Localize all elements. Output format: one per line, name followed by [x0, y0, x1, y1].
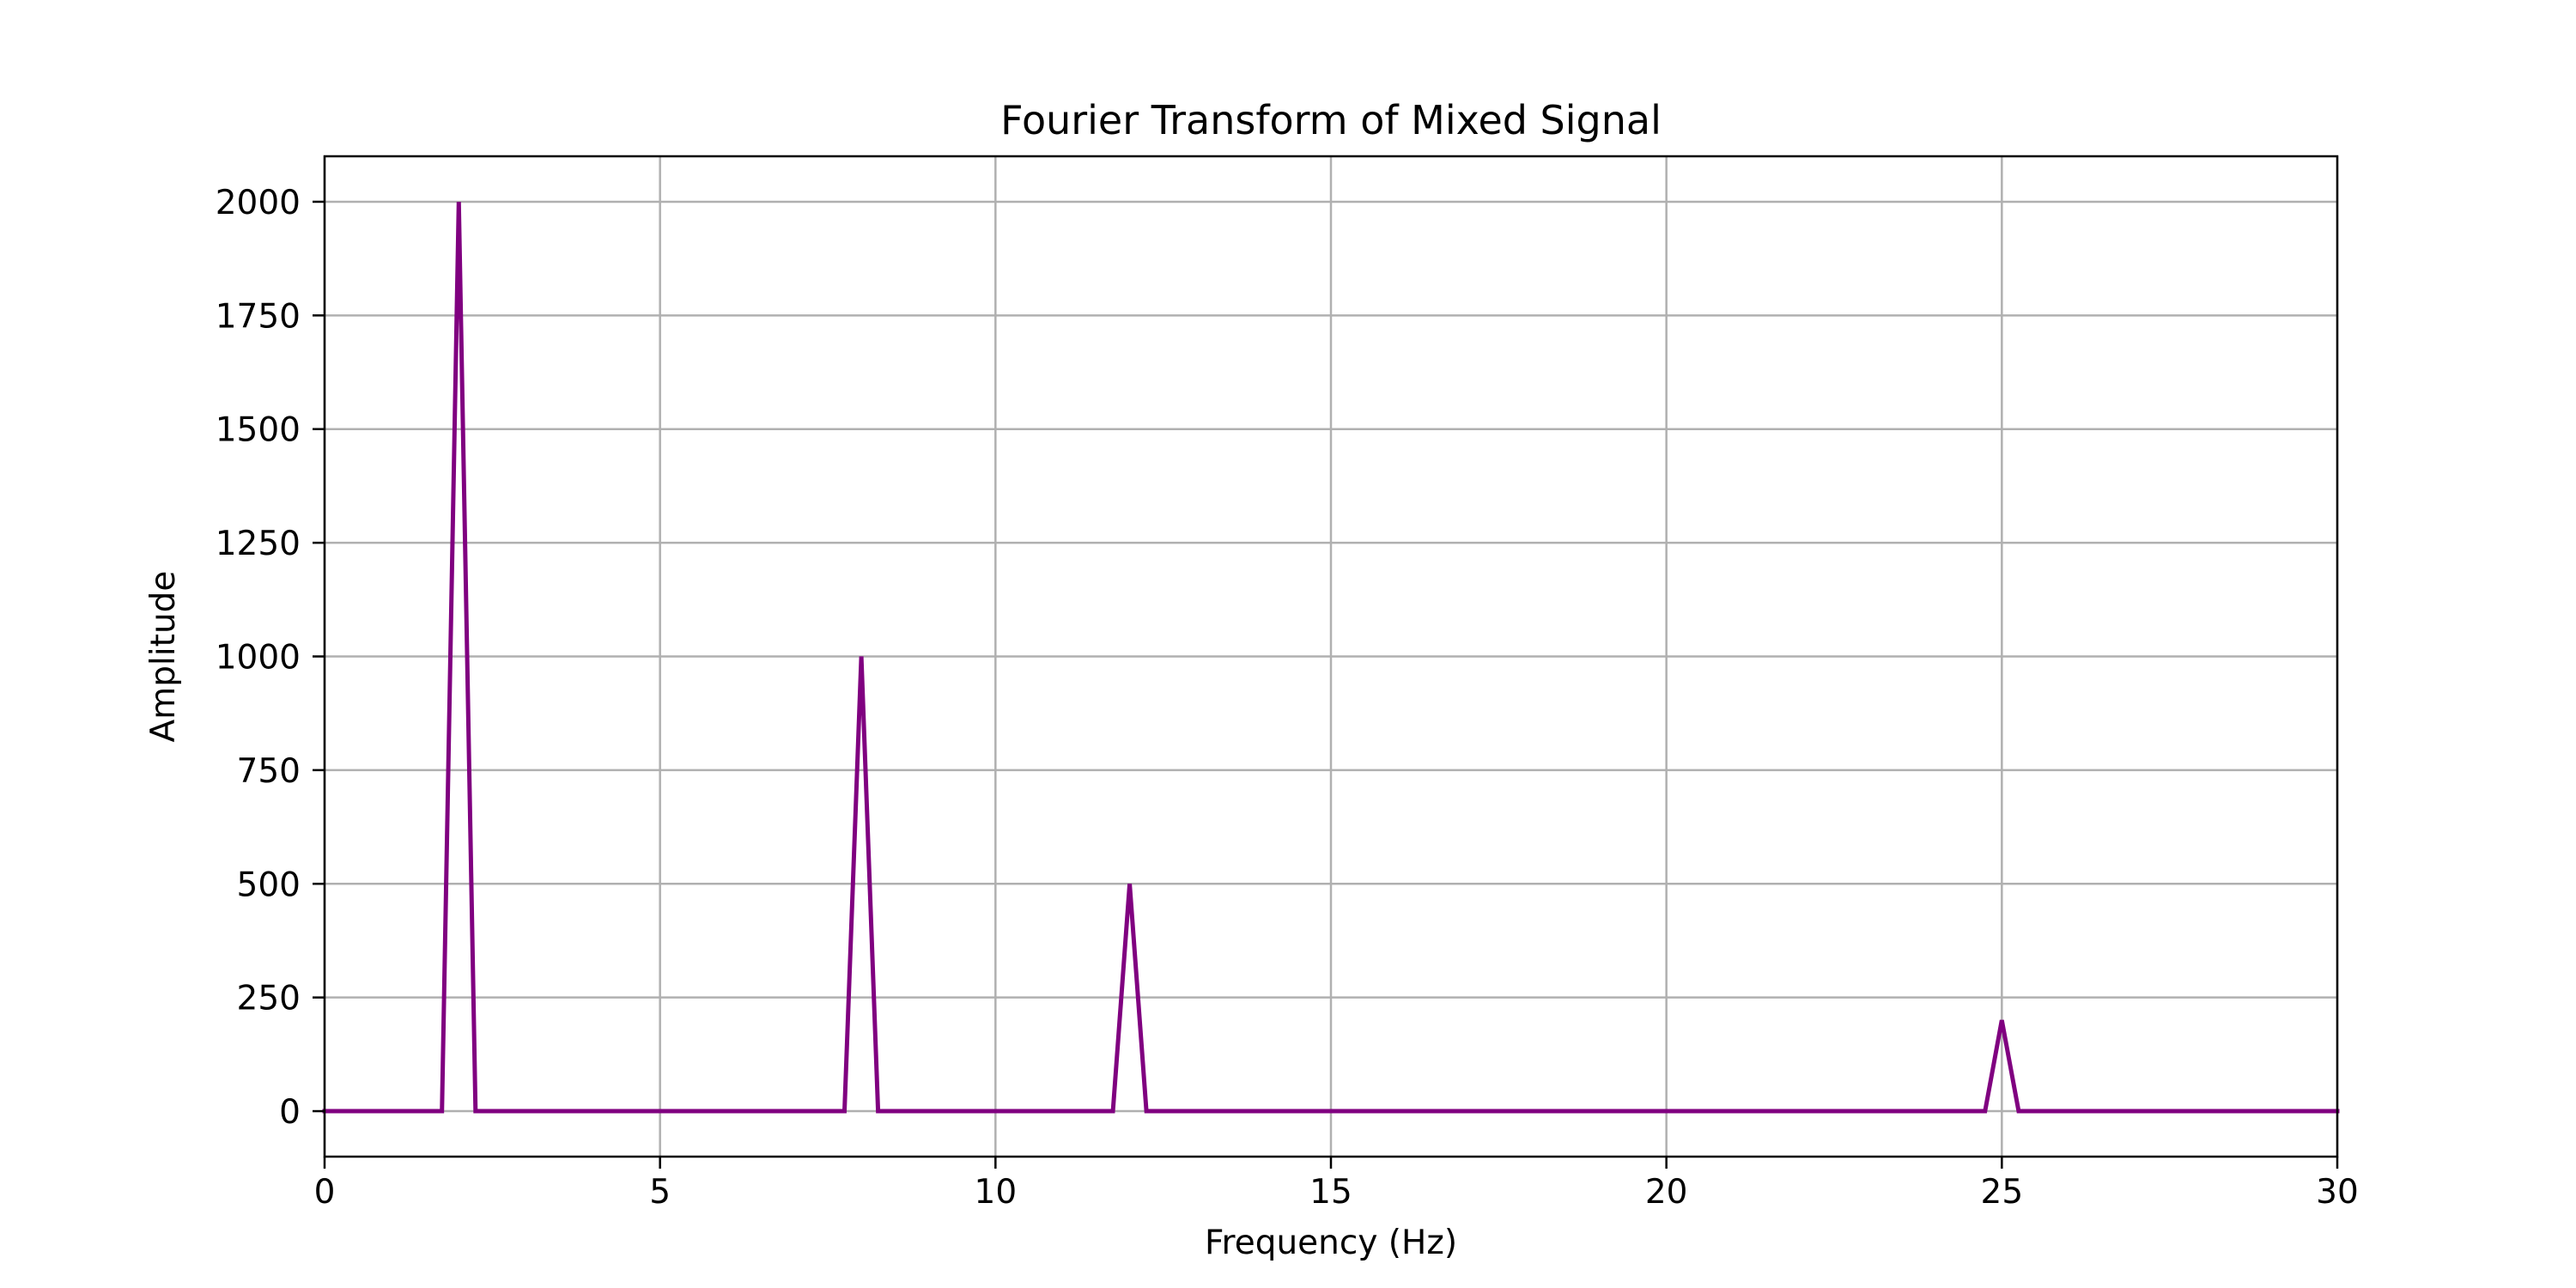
grid: [323, 156, 2339, 1157]
x-tick-label: 5: [649, 1173, 671, 1212]
x-tick-label: 10: [975, 1173, 1018, 1212]
series-line: [322, 201, 2340, 1114]
y-tick-label: 2000: [216, 184, 301, 222]
y-tick-label: 250: [237, 980, 301, 1018]
x-tick-label: 0: [314, 1173, 336, 1212]
y-tick-label: 1250: [216, 525, 301, 563]
x-axis-label: Frequency (Hz): [1205, 1224, 1457, 1262]
y-tick-label: 1000: [216, 639, 301, 677]
y-axis-label: Amplitude: [144, 571, 183, 743]
chart-title: Fourier Transform of Mixed Signal: [1000, 97, 1662, 143]
y-tick-label: 1750: [216, 297, 301, 336]
x-tick-label: 15: [1309, 1173, 1352, 1212]
x-tick-label: 25: [1981, 1173, 2024, 1212]
y-tick-label: 750: [237, 752, 301, 791]
y-tick-label: 500: [237, 866, 301, 904]
y-tick-label: 1500: [216, 411, 301, 450]
series-layer: [322, 201, 2340, 1114]
x-tick-label: 30: [2316, 1173, 2359, 1212]
ticks: 0 5 10 15 20 25 30 0 250 500 750 1000 1250 1500 1750 20…: [216, 184, 2359, 1212]
x-tick-label: 20: [1645, 1173, 1688, 1212]
y-tick-label: 0: [279, 1093, 301, 1132]
